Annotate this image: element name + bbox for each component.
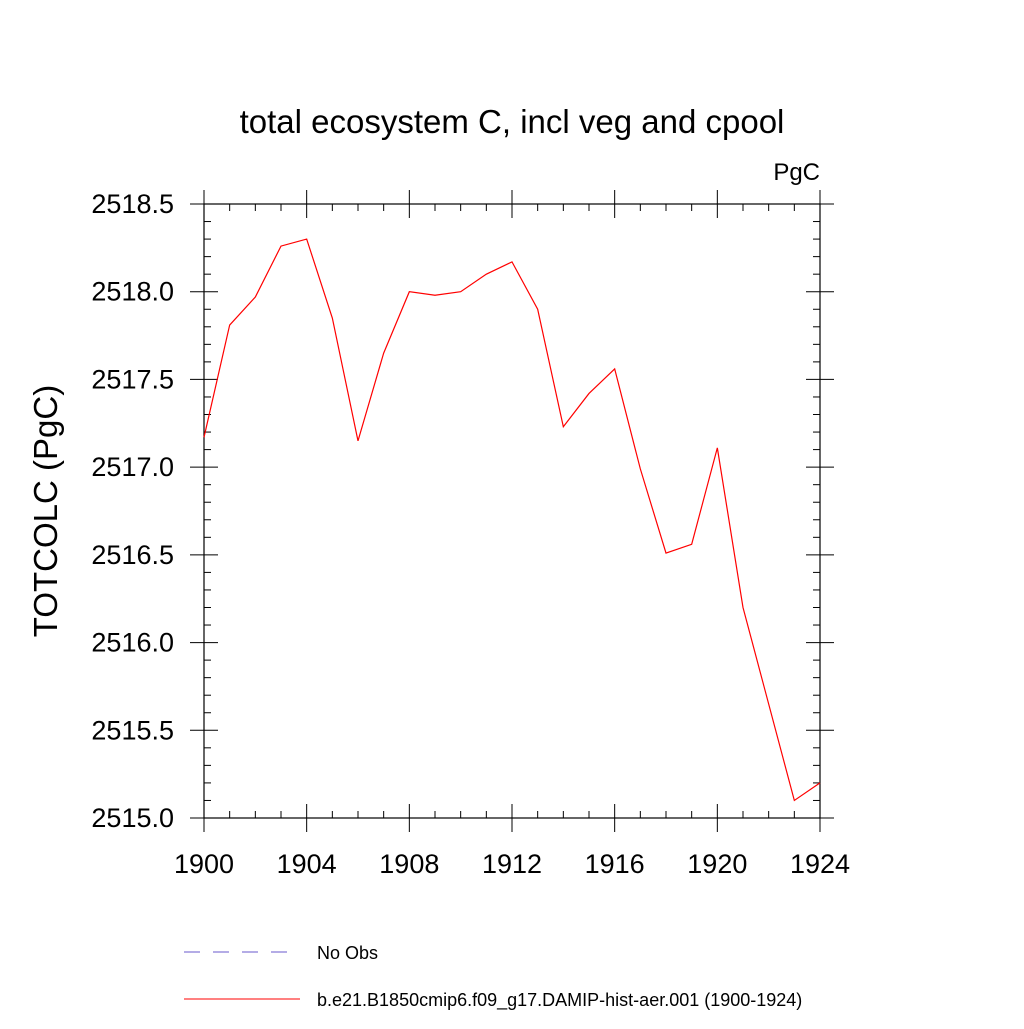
x-tick-label: 1924 <box>790 849 850 879</box>
x-tick-label: 1916 <box>585 849 645 879</box>
chart-title: total ecosystem C, incl veg and cpool <box>240 103 785 140</box>
x-tick-label: 1900 <box>174 849 234 879</box>
x-tick-label: 1912 <box>482 849 542 879</box>
y-tick-label: 2516.5 <box>91 540 174 570</box>
y-tick-label: 2518.0 <box>91 277 174 307</box>
y-tick-label: 2517.5 <box>91 364 174 394</box>
y-tick-label: 2517.0 <box>91 452 174 482</box>
y-tick-label: 2518.5 <box>91 189 174 219</box>
y-tick-label: 2516.0 <box>91 628 174 658</box>
legend-label: No Obs <box>317 943 378 963</box>
y-axis-label: TOTCOLC (PgC) <box>27 385 64 637</box>
axis-ticks <box>190 190 834 832</box>
tick-labels: 1900 1904 1908 1912 1916 1920 1924 2515.0 2515.5… <box>91 189 850 879</box>
x-tick-label: 1920 <box>687 849 747 879</box>
y-tick-label: 2515.5 <box>91 715 174 745</box>
units-label: PgC <box>773 159 820 186</box>
x-tick-label: 1908 <box>379 849 439 879</box>
x-tick-label: 1904 <box>277 849 337 879</box>
legend: No Obs b.e21.B1850cmip6.f09_g17.DAMIP-his… <box>184 943 802 1011</box>
legend-label: b.e21.B1850cmip6.f09_g17.DAMIP-hist-aer.… <box>317 990 802 1011</box>
y-tick-label: 2515.0 <box>91 803 174 833</box>
series-line <box>203 238 821 802</box>
series-lines <box>203 238 821 802</box>
